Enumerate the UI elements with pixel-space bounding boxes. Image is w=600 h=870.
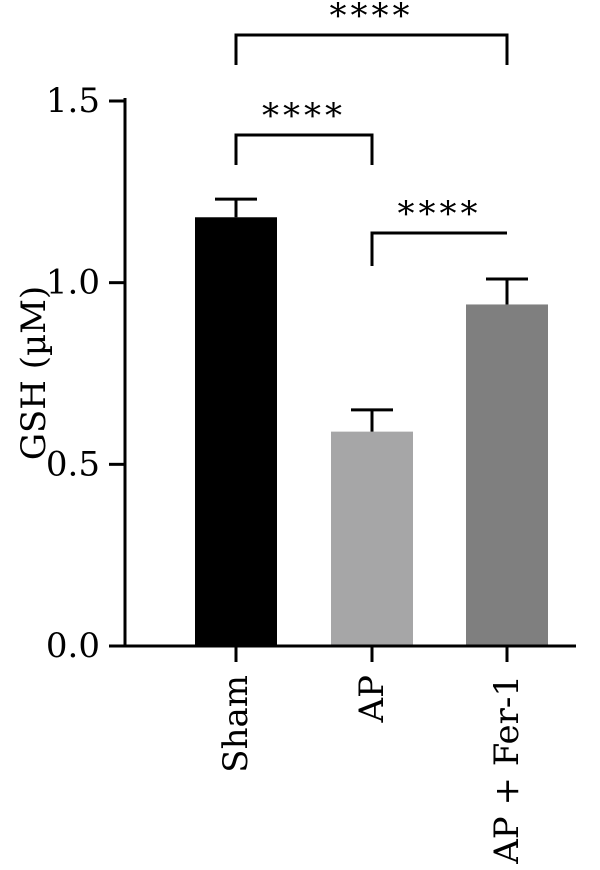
error-bars-layer (215, 197, 528, 432)
y-ticks-layer: 0.0 0.5 1.0 1.5 (46, 81, 125, 666)
error-bar (215, 197, 257, 218)
significance-bracket: **** (234, 0, 509, 65)
x-tick-label: AP + Fer-1 (487, 675, 527, 865)
bracket-line (234, 133, 374, 165)
bracket-line (370, 231, 507, 266)
y-tick-label: 1.5 (46, 81, 100, 121)
bar (195, 217, 277, 646)
y-tick-label: 1.0 (46, 263, 100, 303)
y-tick-label: 0.5 (46, 444, 100, 484)
x-ticks-layer: Sham AP AP + Fer-1 (216, 646, 527, 865)
bar (331, 431, 413, 646)
significance-bracket: **** (234, 96, 374, 165)
error-bar (351, 408, 393, 432)
error-bar (486, 277, 528, 305)
y-tick-label: 0.0 (46, 626, 100, 666)
significance-label: **** (398, 194, 482, 234)
significance-label: **** (330, 0, 414, 36)
significance-layer: **** **** **** (234, 0, 509, 266)
x-tick-label: Sham (216, 675, 256, 773)
significance-label: **** (262, 96, 346, 136)
significance-bracket: **** (370, 194, 507, 266)
y-axis-title: GSH (µM) (14, 286, 54, 460)
bracket-line (234, 33, 509, 65)
bar (466, 304, 548, 646)
bars-layer (195, 217, 548, 646)
x-tick-label: AP (352, 675, 392, 723)
axes-layer (123, 98, 576, 648)
